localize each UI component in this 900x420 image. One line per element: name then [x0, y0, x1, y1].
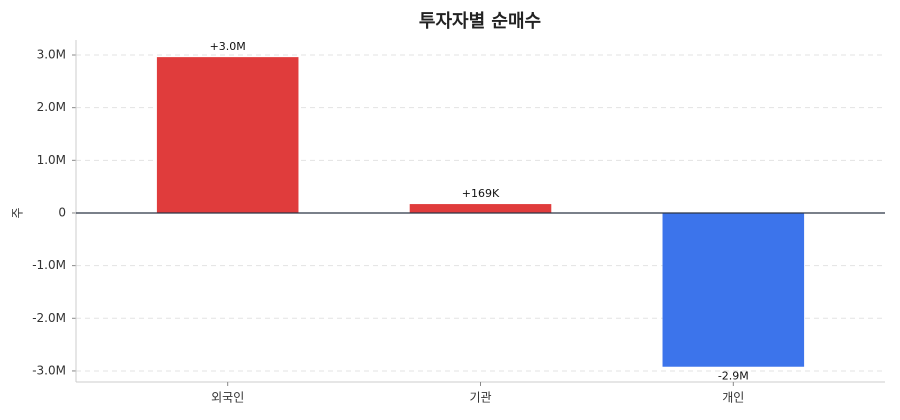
y-axis-label: 주 — [11, 207, 25, 218]
value-label: +169K — [462, 187, 500, 200]
bar — [409, 204, 552, 213]
x-tick-label: 기관 — [469, 391, 491, 405]
value-label: +3.0M — [210, 40, 246, 53]
y-tick-label: 3.0M — [37, 48, 66, 62]
x-tick-label: 외국인 — [211, 391, 244, 405]
bar — [662, 212, 805, 367]
chart-title: 투자자별 순매수 — [419, 11, 541, 32]
y-tick-label: -2.0M — [32, 311, 66, 325]
value-label: -2.9M — [718, 370, 749, 383]
y-tick-label: -1.0M — [32, 258, 66, 272]
y-tick-label: 2.0M — [37, 100, 66, 114]
y-tick-label: 1.0M — [37, 153, 66, 167]
bar — [156, 57, 299, 213]
y-tick-label: -3.0M — [32, 363, 66, 377]
y-tick-label: 0 — [58, 205, 66, 219]
x-tick-label: 개인 — [722, 391, 744, 405]
